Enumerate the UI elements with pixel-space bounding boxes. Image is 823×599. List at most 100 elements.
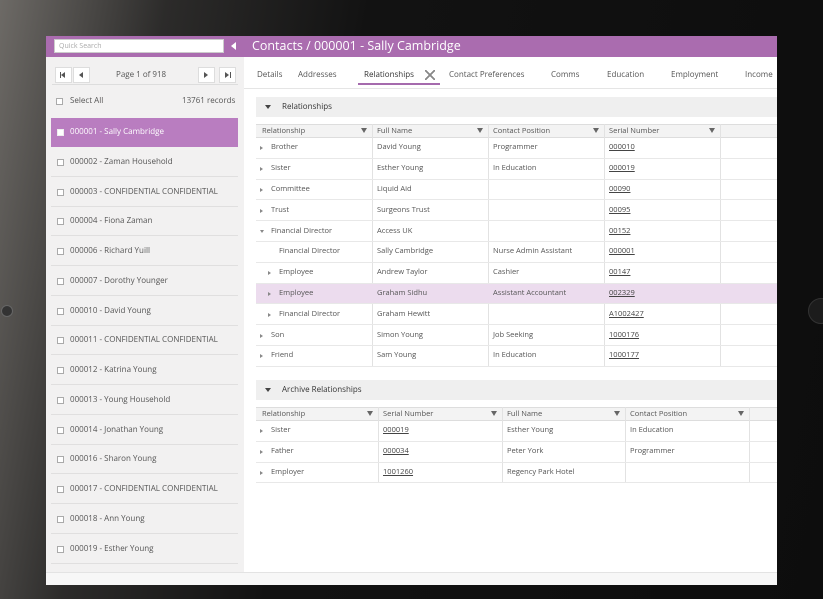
column-header[interactable]: Serial Number <box>609 126 660 136</box>
list-item-label[interactable]: 000014 - Jonathan Young <box>70 423 164 435</box>
list-item[interactable] <box>51 535 238 564</box>
checkbox[interactable] <box>57 426 64 434</box>
list-item-label[interactable]: 000006 - Richard Yuill <box>70 245 150 256</box>
list-item-label[interactable]: 000013 - Young Household <box>70 393 171 405</box>
table-row[interactable] <box>256 442 777 463</box>
column-header[interactable]: Contact Position <box>493 126 551 136</box>
list-item[interactable] <box>51 416 238 445</box>
column-header[interactable]: Contact Position <box>630 409 688 419</box>
table-cell[interactable]: 000010 <box>609 142 635 153</box>
table-cell[interactable]: 000034 <box>383 446 409 457</box>
checkbox[interactable] <box>57 367 64 374</box>
list-item-label[interactable]: 000019 - Esther Young <box>70 542 154 554</box>
list-item-label[interactable]: 000010 - David Young <box>70 304 151 316</box>
filter-icon[interactable] <box>709 128 715 133</box>
side-handle[interactable] <box>808 298 823 324</box>
list-item[interactable] <box>51 326 238 356</box>
checkbox[interactable] <box>57 545 64 553</box>
tab[interactable]: Education <box>607 69 645 80</box>
checkbox[interactable] <box>57 307 64 315</box>
checkbox[interactable] <box>57 486 64 493</box>
list-item[interactable] <box>51 475 238 504</box>
list-item[interactable] <box>51 178 238 207</box>
table-cell[interactable]: 000001 <box>609 246 635 257</box>
list-item[interactable] <box>51 267 238 296</box>
list-item-label[interactable]: 000016 - Sharon Young <box>70 453 157 465</box>
checkbox[interactable] <box>57 188 64 196</box>
tab[interactable]: Relationships <box>364 69 414 80</box>
column-header[interactable]: Relationship <box>262 126 306 136</box>
filter-icon[interactable] <box>738 411 744 416</box>
checkbox[interactable] <box>57 396 64 404</box>
filter-icon[interactable] <box>614 411 620 416</box>
list-item-label[interactable]: 000012 - Katrina Young <box>70 364 157 375</box>
filter-icon[interactable] <box>361 128 367 133</box>
table-cell[interactable]: 002329 <box>609 288 635 298</box>
tab[interactable]: Details <box>257 69 283 80</box>
side-handle[interactable] <box>1 305 13 317</box>
checkbox[interactable] <box>57 337 64 345</box>
table-row[interactable] <box>256 421 777 442</box>
list-item[interactable] <box>51 118 238 147</box>
list-item[interactable] <box>51 207 238 237</box>
close-icon[interactable] <box>425 70 435 80</box>
tab[interactable]: Employment <box>671 69 719 80</box>
list-item[interactable] <box>51 356 238 385</box>
filter-icon[interactable] <box>367 411 373 416</box>
checkbox[interactable] <box>57 456 64 464</box>
tab[interactable]: Contact Preferences <box>449 69 525 80</box>
column-header[interactable]: Relationship <box>262 409 306 419</box>
list-item-label[interactable]: 000011 - CONFIDENTIAL CONFIDENTIAL <box>70 334 218 346</box>
table-row[interactable] <box>256 325 777 346</box>
filter-icon[interactable] <box>477 128 483 133</box>
table-row[interactable] <box>256 463 777 484</box>
table-cell[interactable]: A1002427 <box>609 308 644 319</box>
table-row[interactable] <box>256 200 777 222</box>
table-row[interactable] <box>256 346 777 367</box>
table-row[interactable] <box>256 283 777 305</box>
list-item-label[interactable]: 000017 - CONFIDENTIAL CONFIDENTIAL <box>70 483 218 494</box>
list-item-label[interactable]: 000002 - Zaman Household <box>70 155 173 167</box>
column-header[interactable]: Full Name <box>507 409 543 419</box>
table-row[interactable] <box>256 242 777 263</box>
tab[interactable]: Income <box>745 69 773 80</box>
table-cell[interactable]: 1000176 <box>609 329 640 340</box>
list-item[interactable] <box>51 505 238 534</box>
column-header[interactable]: Serial Number <box>383 409 434 419</box>
checkbox[interactable] <box>57 277 64 285</box>
table-row[interactable] <box>256 159 777 180</box>
list-item-label[interactable]: 000004 - Fiona Zaman <box>70 215 153 227</box>
list-item[interactable] <box>51 148 238 177</box>
list-item-label[interactable]: 000007 - Dorothy Younger <box>70 274 168 286</box>
checkbox[interactable] <box>57 129 64 136</box>
table-cell[interactable]: 00147 <box>609 267 631 278</box>
table-row[interactable] <box>256 263 777 284</box>
table-cell[interactable]: 00090 <box>609 184 631 194</box>
checkbox[interactable] <box>57 218 64 226</box>
table-row[interactable] <box>256 304 777 326</box>
checkbox[interactable] <box>57 515 64 523</box>
list-item[interactable] <box>51 297 238 326</box>
table-cell[interactable]: 1000177 <box>609 350 640 361</box>
table-cell[interactable]: 1001260 <box>383 467 414 477</box>
search-box[interactable] <box>54 39 224 53</box>
list-item[interactable] <box>51 237 238 266</box>
checkbox[interactable] <box>57 158 64 166</box>
list-item[interactable] <box>51 445 238 475</box>
table-cell[interactable]: 000019 <box>383 425 409 436</box>
table-row[interactable] <box>256 180 777 201</box>
checkbox[interactable] <box>57 248 64 255</box>
select-all[interactable]: Select All <box>70 95 104 106</box>
column-header[interactable]: Full Name <box>377 126 413 136</box>
tab[interactable]: Comms <box>551 69 580 80</box>
list-item-label[interactable]: 000001 - Sally Cambridge <box>70 126 164 137</box>
list-item-label[interactable]: 000018 - Ann Young <box>70 512 145 524</box>
filter-icon[interactable] <box>593 128 599 133</box>
table-cell[interactable]: 000019 <box>609 163 635 174</box>
tab[interactable]: Addresses <box>298 69 337 80</box>
table-row[interactable] <box>256 221 777 242</box>
table-row[interactable] <box>256 138 777 159</box>
table-cell[interactable]: 00095 <box>609 204 631 215</box>
list-item-label[interactable]: 000003 - CONFIDENTIAL CONFIDENTIAL <box>70 185 218 197</box>
filter-icon[interactable] <box>491 411 497 416</box>
